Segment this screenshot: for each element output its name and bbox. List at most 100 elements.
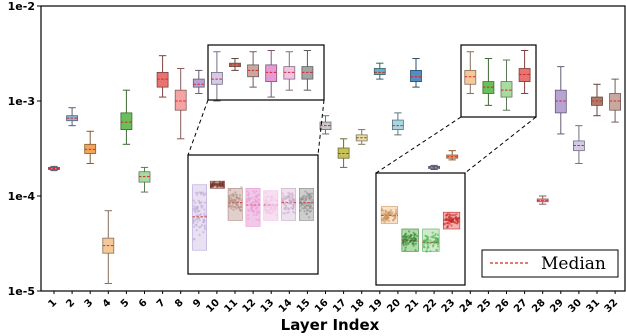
zoom-point	[240, 203, 243, 206]
x-tick-label: 21	[403, 297, 421, 315]
zoom-point	[293, 198, 296, 201]
zoom-point	[200, 204, 203, 207]
zoom-point	[231, 200, 235, 203]
zoom-point	[391, 211, 394, 214]
zoom-point	[246, 198, 249, 201]
box-layer-29	[554, 66, 567, 135]
box-layer-22	[428, 164, 441, 171]
x-tick-label: 9	[191, 297, 204, 310]
box-layer-11	[229, 58, 241, 71]
zoom-point	[406, 238, 409, 241]
box	[120, 112, 133, 130]
zoom-point	[445, 218, 448, 221]
zoom-point	[432, 240, 435, 244]
zoom-point	[255, 206, 258, 209]
zoom-point	[198, 219, 201, 222]
zoom-point	[389, 209, 392, 212]
zoom-point	[267, 195, 270, 198]
zoom-point	[247, 209, 250, 212]
zoom-point	[233, 206, 236, 209]
zoom-point	[255, 209, 258, 212]
zoom-point	[309, 193, 312, 196]
zoom-point	[436, 233, 439, 236]
zoom-point	[286, 196, 289, 199]
x-tick-label: 11	[222, 297, 240, 315]
y-tick-label: 1e-3	[8, 95, 35, 108]
box	[554, 89, 567, 114]
zoom-point	[283, 207, 286, 210]
box-layer-9	[192, 69, 205, 94]
zoom-point	[292, 205, 295, 208]
zoom-point	[432, 244, 435, 247]
zoom-point	[403, 237, 406, 240]
zoom-box-layer-25	[422, 228, 440, 253]
box	[500, 81, 513, 98]
zoom-point	[450, 224, 453, 227]
zoom-point	[258, 198, 261, 201]
zoom-point	[414, 233, 417, 236]
x-tick-label: 23	[440, 297, 458, 315]
zoom-point	[422, 244, 425, 247]
zoom-point	[246, 193, 250, 197]
zoom-point	[270, 204, 273, 207]
zoom-point	[309, 205, 312, 208]
zoom-point	[265, 203, 268, 206]
x-tick-label: 7	[155, 297, 168, 310]
zoom-point	[192, 199, 195, 202]
zoom-point	[270, 198, 273, 201]
zoom-point	[309, 209, 313, 213]
zoom-point	[426, 243, 429, 246]
zoom-point	[404, 246, 407, 249]
x-tick-label: 28	[530, 297, 548, 315]
zoom-point	[386, 211, 389, 214]
zoom-point	[395, 208, 398, 211]
zoom-point	[264, 206, 267, 209]
zoom-point	[274, 204, 277, 207]
zoom-point	[238, 208, 241, 211]
zoom-point	[194, 201, 197, 204]
zoom-point	[195, 224, 198, 227]
x-tick-label: 26	[494, 297, 512, 315]
x-tick-label: 6	[137, 297, 150, 310]
zoom-point	[245, 200, 248, 203]
zoom-point	[196, 218, 199, 221]
zoom-point	[228, 194, 231, 197]
zoom-point	[193, 209, 196, 212]
zoom-point	[448, 219, 451, 222]
zoom-point	[265, 209, 268, 212]
zoom-point	[403, 240, 406, 243]
zoom-point	[253, 213, 256, 216]
zoom-point	[281, 199, 284, 203]
box-layer-13	[265, 50, 278, 98]
legend-label: Median	[541, 254, 606, 274]
zoom-point	[200, 201, 203, 204]
x-tick-label: 16	[313, 297, 331, 315]
zoom-point	[422, 246, 425, 249]
zoom-point	[451, 217, 454, 220]
zoom-insets	[187, 44, 537, 286]
zoom-point	[283, 212, 287, 215]
zoom-point	[257, 202, 260, 205]
zoom-point	[255, 218, 258, 221]
zoom-point	[299, 209, 302, 212]
zoom-point	[203, 212, 206, 215]
zoom-point	[202, 231, 205, 234]
zoom-point	[274, 198, 277, 201]
zoom-point	[282, 194, 285, 197]
zoom-connector-left	[375, 116, 462, 174]
zoom-point	[204, 214, 207, 217]
zoom-point	[424, 235, 428, 238]
zoom-point	[204, 192, 207, 195]
zoom-point	[384, 218, 387, 221]
x-tick-label: 14	[277, 297, 295, 315]
zoom-point	[194, 211, 197, 214]
zoom-point	[435, 248, 438, 251]
zoom-point	[194, 218, 198, 221]
zoom-point	[450, 220, 453, 223]
zoom-point	[221, 183, 224, 186]
zoom-point	[409, 240, 412, 243]
zoom-point	[393, 217, 396, 221]
zoom-connector-right	[464, 116, 537, 174]
zoom-point	[229, 188, 232, 192]
zoom-point	[232, 208, 235, 211]
